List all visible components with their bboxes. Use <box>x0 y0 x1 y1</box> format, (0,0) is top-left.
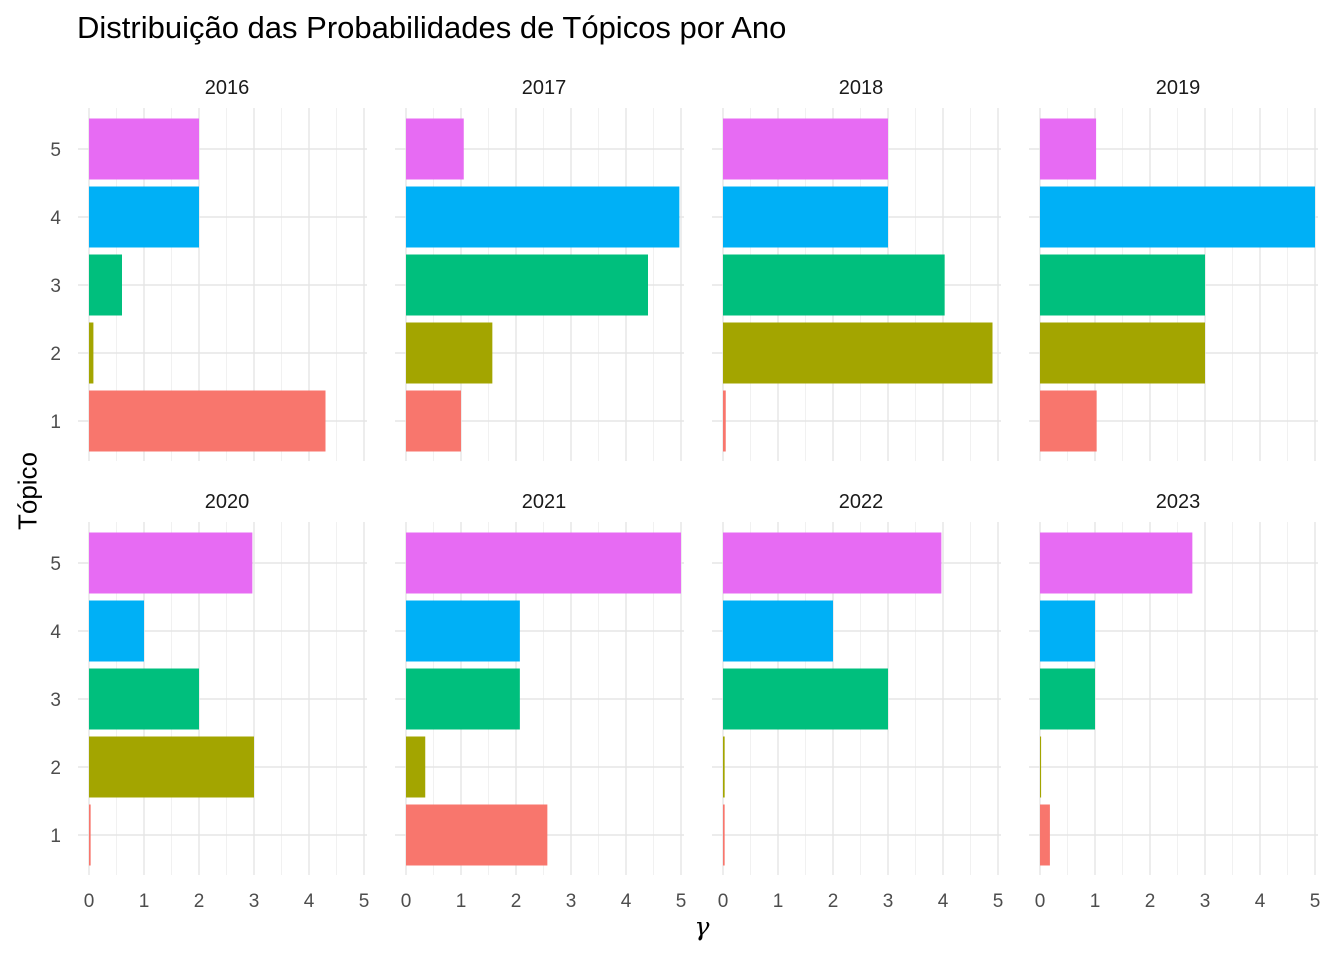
facet-panel-2017: 2017 <box>395 77 684 461</box>
bar-2017-topic-1 <box>406 390 461 452</box>
y-tick-label: 1 <box>50 826 61 847</box>
x-tick-label: 1 <box>139 891 150 912</box>
bar-2017-topic-5 <box>406 118 464 180</box>
chart-title: Distribuição das Probabilidades de Tópic… <box>77 10 787 45</box>
bar-2018-topic-3 <box>723 254 945 316</box>
bar-2021-topic-4 <box>406 600 520 662</box>
y-tick-label: 4 <box>50 622 61 643</box>
bar-2022-topic-4 <box>723 600 833 662</box>
bar-2019-topic-2 <box>1040 322 1205 384</box>
x-tick-label: 2 <box>194 891 205 912</box>
x-tick-label: 0 <box>1035 891 1046 912</box>
x-tick-label: 4 <box>1255 891 1266 912</box>
facet-label: 2018 <box>839 77 884 99</box>
facet-panel-2020: 2020 1 2 3 4 5 0 1 2 3 4 5 <box>50 491 369 912</box>
bar-2017-topic-4 <box>406 186 680 248</box>
x-tick-label: 2 <box>511 891 522 912</box>
x-tick-label: 3 <box>883 891 894 912</box>
bar-2017-topic-2 <box>406 322 493 384</box>
bar-2017-topic-3 <box>406 254 648 316</box>
y-tick-label: 5 <box>50 554 61 575</box>
bar-2016-topic-1 <box>89 390 326 452</box>
x-tick-label: 5 <box>676 891 687 912</box>
bar-2022-topic-3 <box>723 668 888 730</box>
bar-2021-topic-5 <box>406 532 681 594</box>
bar-2016-topic-3 <box>89 254 122 316</box>
x-tick-label: 0 <box>401 891 412 912</box>
facet-label: 2016 <box>205 77 250 99</box>
y-tick-label: 2 <box>50 758 61 779</box>
facet-label: 2022 <box>839 491 884 513</box>
facet-panel-2023: 2023 0 1 2 3 4 5 <box>1029 491 1320 912</box>
x-tick-label: 5 <box>993 891 1004 912</box>
bar-2023-topic-3 <box>1040 668 1095 730</box>
y-tick-label: 1 <box>50 412 61 433</box>
bar-2022-topic-1 <box>723 804 725 866</box>
y-tick-label: 3 <box>50 276 61 297</box>
bar-2023-topic-1 <box>1040 804 1050 866</box>
bar-2018-topic-4 <box>723 186 888 248</box>
facet-label: 2020 <box>205 491 250 513</box>
x-tick-label: 4 <box>621 891 632 912</box>
x-tick-label: 1 <box>773 891 784 912</box>
bar-2022-topic-5 <box>723 532 942 594</box>
bar-2020-topic-3 <box>89 668 199 730</box>
bar-2020-topic-5 <box>89 532 253 594</box>
bar-2016-topic-4 <box>89 186 199 248</box>
facet-label: 2019 <box>1156 77 1201 99</box>
x-tick-label: 0 <box>84 891 95 912</box>
bar-2023-topic-4 <box>1040 600 1095 662</box>
bar-2016-topic-2 <box>89 322 94 384</box>
facet-label: 2023 <box>1156 491 1201 513</box>
x-tick-label: 5 <box>359 891 370 912</box>
y-tick-label: 3 <box>50 690 61 711</box>
x-tick-label: 4 <box>938 891 949 912</box>
bar-2016-topic-5 <box>89 118 199 180</box>
bar-2021-topic-3 <box>406 668 520 730</box>
bar-2019-topic-4 <box>1040 186 1315 248</box>
bar-2023-topic-5 <box>1040 532 1193 594</box>
facet-panel-2022: 2022 0 1 2 3 4 5 <box>712 491 1003 912</box>
bar-2021-topic-2 <box>406 736 426 798</box>
facet-panel-2016: 2016 1 2 3 4 5 <box>50 77 367 461</box>
bar-2022-topic-2 <box>723 736 725 798</box>
bar-2020-topic-1 <box>89 804 91 866</box>
bar-2021-topic-1 <box>406 804 548 866</box>
x-tick-label: 3 <box>1200 891 1211 912</box>
facet-panel-2021: 2021 0 1 2 3 4 5 <box>395 491 686 912</box>
bar-2019-topic-3 <box>1040 254 1205 316</box>
x-tick-label: 3 <box>249 891 260 912</box>
facet-label: 2021 <box>522 491 567 513</box>
x-tick-label: 3 <box>566 891 577 912</box>
x-tick-label: 2 <box>828 891 839 912</box>
y-tick-label: 5 <box>50 140 61 161</box>
x-tick-label: 4 <box>304 891 315 912</box>
x-axis-title: γ <box>694 912 710 941</box>
x-tick-label: 1 <box>1090 891 1101 912</box>
y-tick-label: 2 <box>50 344 61 365</box>
x-tick-label: 2 <box>1145 891 1156 912</box>
bar-2018-topic-2 <box>723 322 993 384</box>
bar-2019-topic-1 <box>1040 390 1097 452</box>
facet-panel-2019: 2019 <box>1029 77 1318 461</box>
facet-panel-2018: 2018 <box>712 77 1001 461</box>
x-tick-label: 0 <box>718 891 729 912</box>
bar-2023-topic-2 <box>1040 736 1042 798</box>
facet-label: 2017 <box>522 77 567 99</box>
bar-2018-topic-1 <box>723 390 726 452</box>
y-tick-label: 4 <box>50 208 61 229</box>
bar-2020-topic-4 <box>89 600 144 662</box>
bar-2018-topic-5 <box>723 118 888 180</box>
bar-2020-topic-2 <box>89 736 254 798</box>
x-tick-label: 1 <box>456 891 467 912</box>
x-tick-label: 5 <box>1310 891 1321 912</box>
bar-2019-topic-5 <box>1040 118 1097 180</box>
